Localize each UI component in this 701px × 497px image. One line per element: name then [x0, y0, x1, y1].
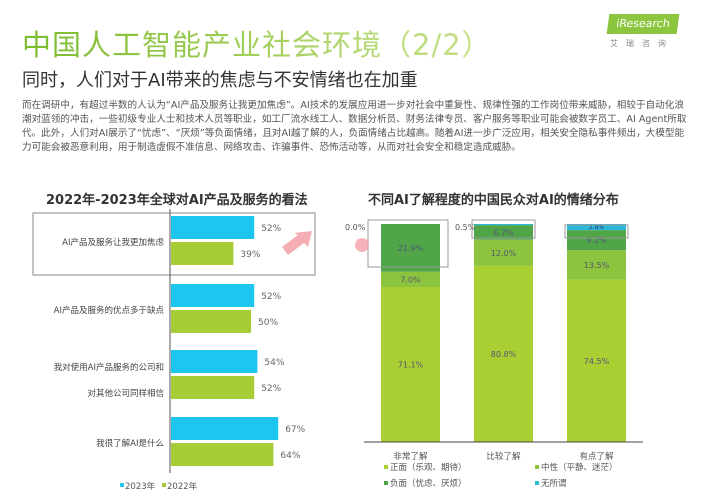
category-label: 有点了解 [579, 451, 614, 462]
logo-sub: 艾瑞咨询 [610, 39, 674, 48]
data-label: 67% [285, 425, 305, 435]
category-label: 非常了解 [393, 451, 428, 462]
legend-swatch [535, 481, 539, 485]
segment-label: 71.1% [398, 361, 424, 370]
bar-segment [567, 230, 626, 251]
legend-swatch [384, 465, 388, 469]
legend-swatch [120, 483, 124, 487]
category-label: 比较了解 [486, 451, 521, 462]
bar-segment [474, 265, 533, 442]
bar-2022年 [171, 376, 255, 399]
data-label: 39% [240, 250, 260, 260]
left-chart-title: 2022年-2023年全球对AI产品及服务的看法 [46, 193, 308, 208]
bar-segment [474, 239, 533, 266]
body-paragraph: 而在调研中，有超过半数的人认为“AI产品及服务让我更加焦虑”。AI技术的发展应用… [22, 100, 687, 153]
bar-segment [474, 225, 533, 240]
category-label: 我很了解AI是什么 [96, 438, 164, 449]
category-label: AI产品及服务的优点多于缺点 [54, 305, 165, 316]
logo-text: iResearch [606, 14, 680, 34]
category-label: AI产品及服务让我更加焦虑 [62, 237, 164, 248]
data-label: 54% [264, 358, 284, 368]
legend-swatch [162, 483, 166, 487]
segment-label: 80.8% [491, 350, 517, 359]
highlight-box [32, 212, 316, 276]
legend-swatch [535, 465, 539, 469]
segment-label: 0.5% [455, 223, 476, 232]
segment-label: 9.2% [586, 236, 607, 245]
arrow-icon [282, 231, 312, 255]
bar-segment [381, 224, 440, 272]
segment-label: 2.8% [589, 224, 605, 231]
right-stacked-chart: 71.1% 7.0% 21.9% 非常了解 80.8% 12.0% 6.7% 比较了解 74.5… [345, 219, 643, 489]
marker-dot [355, 238, 369, 252]
iresearch-logo: iResearch 艾瑞咨询 [602, 14, 682, 54]
bar-segment [567, 279, 626, 442]
bar-segment [381, 287, 440, 442]
bar-segment [474, 224, 533, 226]
data-label: 50% [258, 318, 278, 328]
data-label: 52% [261, 292, 281, 302]
highlight-box [471, 219, 536, 239]
segment-label: 0.0% [345, 223, 366, 232]
page-title: 中国人工智能产业社会环境（2/2） [22, 22, 492, 64]
segment-label: 74.5% [584, 357, 610, 366]
bar-2022年 [171, 310, 251, 333]
page-subtitle: 同时，人们对于AI带来的焦虑与不安情绪也在加重 [22, 70, 418, 91]
segment-label: 6.7% [493, 228, 514, 237]
category-label: 我对使用AI产品服务的公司和对其他公司同样相信 [54, 362, 165, 399]
bar-segment [567, 224, 626, 231]
data-label: 52% [261, 384, 281, 394]
legend-label: 2022年 [167, 481, 198, 492]
bar-segment [567, 250, 626, 280]
right-chart-title: 不同AI了解程度的中国民众对AI的情绪分布 [368, 193, 619, 208]
bar-segment [381, 271, 440, 288]
data-label: 64% [280, 451, 300, 461]
bar-2023年 [171, 350, 258, 373]
segment-label: 21.9% [398, 244, 424, 253]
segment-label: 7.0% [400, 275, 421, 284]
bar-2022年 [171, 242, 234, 265]
legend-label: 2023年 [125, 481, 156, 492]
bar-2023年 [171, 216, 255, 239]
bar-2023年 [171, 417, 279, 440]
left-bar-chart: AI产品及服务让我更加焦虑 52% 39% AI产品及服务的优点多于缺点 52% 50% 我… [32, 209, 316, 492]
legend-label: 无所谓 [541, 478, 567, 489]
legend-swatch [384, 481, 388, 485]
segment-label: 13.5% [584, 261, 610, 270]
legend-label: 负面（忧虑、厌烦） [390, 478, 467, 489]
segment-label: 12.0% [491, 249, 517, 258]
legend-label: 正面（乐观、期待） [390, 462, 467, 473]
highlight-box [564, 224, 629, 239]
bar-2023年 [171, 284, 255, 307]
legend-label: 中性（平静、迷茫） [541, 462, 618, 473]
bar-2022年 [171, 443, 274, 466]
data-label: 52% [261, 224, 281, 234]
